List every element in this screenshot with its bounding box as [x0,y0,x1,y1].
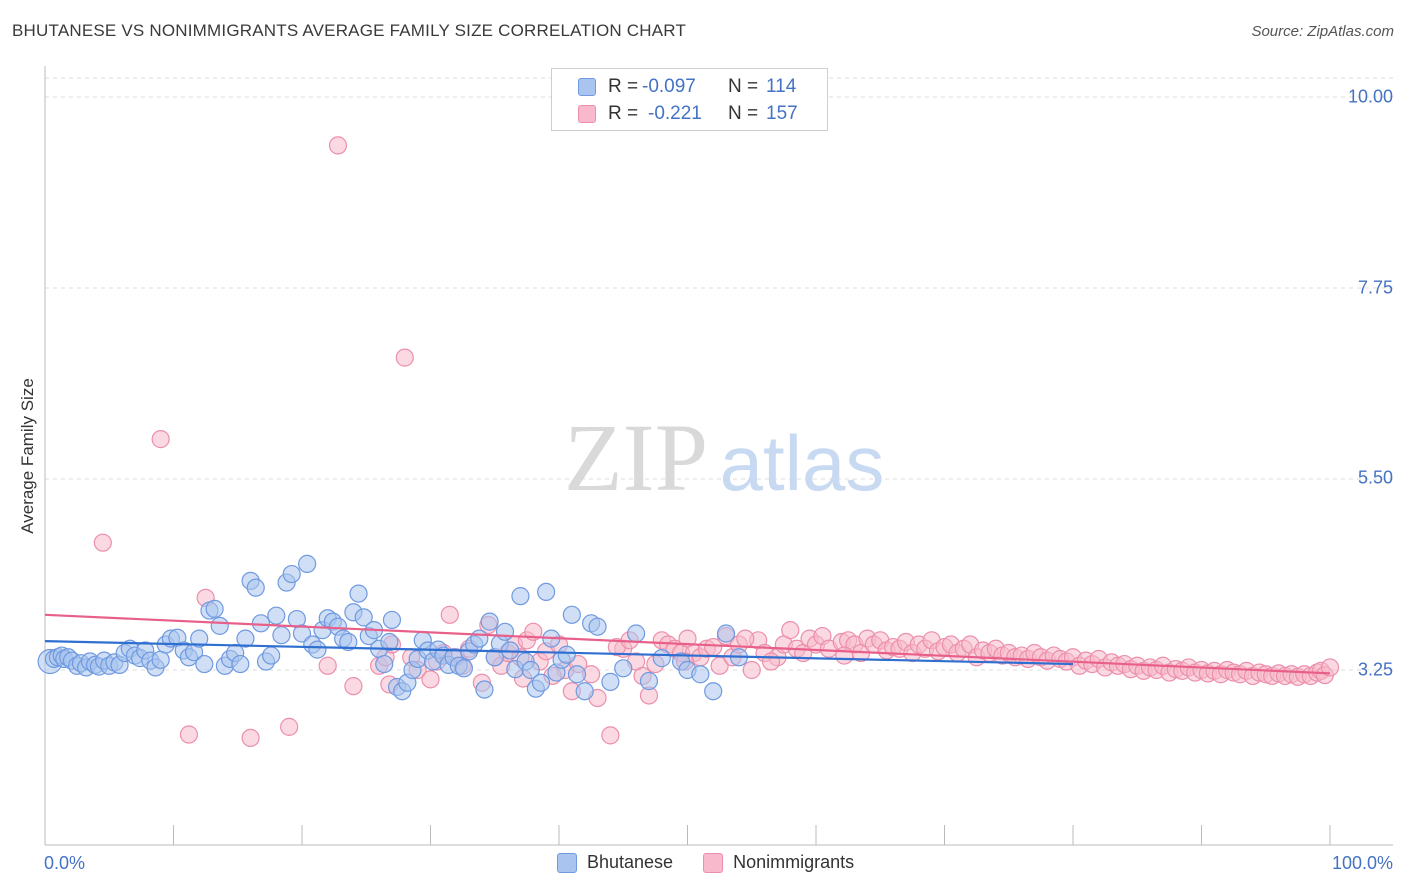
nonimmigrants-points [93,136,1340,748]
watermark: ZIP atlas [564,404,884,511]
y-tick-label: 7.75 [1357,277,1393,298]
nonimmigrants-point [318,656,337,675]
n-label: N = [728,103,759,124]
watermark-zip: ZIP [564,404,708,511]
legend-label: Bhutanese [587,852,674,872]
bhutanese-point [475,680,494,699]
bhutanese-point [151,650,170,669]
nonimmigrants-point [736,629,755,648]
nonimmigrants-point [835,646,854,665]
bhutanese-point [495,622,515,641]
bhutanese-point [562,605,581,624]
trend-lines [44,613,1331,675]
watermark-atlas: atlas [720,419,885,507]
nonimmigrants-point [781,621,800,640]
bhutanese-point [601,672,620,691]
bhutanese-point [339,632,358,652]
bhutanese-point [639,671,659,691]
legend-label: Nonimmigrants [733,852,855,872]
n-value: 157 [766,103,798,124]
n-value: 114 [766,76,797,97]
bhutanese-point [262,646,281,665]
bhutanese-point [716,624,736,643]
y-tick-label: 3.25 [1357,659,1393,680]
bhutanese-point [195,654,214,674]
nonimmigrants-point [1320,658,1340,677]
nonimmigrants-swatch [703,852,724,873]
series-legend: Bhutanese Nonimmigrants [557,852,884,873]
bhutanese-points [37,554,749,701]
n-label: N = [728,76,759,97]
r-label: R = [608,103,639,124]
bhutanese-point [557,645,576,664]
bhutanese-trend-line [44,640,1074,666]
nonimmigrants-point [421,670,440,689]
x-tick-label-max: 100.0% [1331,853,1393,873]
nonimmigrants-swatch [578,105,596,123]
x-tick-label-min: 0.0% [44,853,86,873]
legend-item-nonimmigrants[interactable]: Nonimmigrants [703,852,854,873]
bhutanese-point [205,599,224,618]
y-tick-label: 10.00 [1347,86,1393,107]
bhutanese-point [531,673,551,692]
nonimmigrants-trend-line [44,613,1331,675]
bhutanese-point [354,608,373,627]
nonimmigrants-point [151,430,170,449]
bhutanese-point [652,649,671,668]
bhutanese-point [272,626,291,645]
bhutanese-point [626,624,646,643]
chart-title: BHUTANESE VS NONIMMIGRANTS AVERAGE FAMIL… [12,21,687,40]
y-tick-label: 5.50 [1357,467,1393,488]
bhutanese-point [246,578,265,597]
bhutanese-point [236,629,255,648]
nonimmigrants-point [328,136,348,155]
bhutanese-point [282,564,301,584]
bhutanese-point [308,640,327,659]
bhutanese-point [691,665,710,684]
bhutanese-point [298,554,317,573]
r-label: R = [608,76,639,97]
bhutanese-point [382,610,402,630]
bhutanese-point [210,616,229,635]
bhutanese-point [521,660,540,680]
bhutanese-point [454,659,474,678]
bhutanese-point [380,632,399,652]
nonimmigrants-point [179,725,199,744]
legend-row-nonimmigrants: R = -0.221 N = 157 [578,102,798,126]
bhutanese-point [537,582,556,602]
bhutanese-point [614,659,633,678]
legend-item-bhutanese[interactable]: Bhutanese [557,852,673,873]
source-label: Source: ZipAtlas.com [1251,23,1394,40]
bhutanese-point [231,654,250,674]
r-value: -0.221 [648,103,702,124]
nonimmigrants-point [395,348,414,367]
nonimmigrants-point [93,533,112,552]
bhutanese-point [588,617,607,636]
bhutanese-point [267,606,286,625]
legend-row-bhutanese: R = -0.097 N = 114 [578,75,796,99]
bhutanese-swatch [557,852,577,873]
axes [44,66,1393,846]
nonimmigrants-point [280,717,299,736]
bhutanese-point [704,682,723,701]
nonimmigrants-point [742,660,761,680]
bhutanese-point [575,682,594,701]
bhutanese-point [190,629,209,648]
bhutanese-point [511,587,530,606]
nonimmigrants-point [601,726,620,745]
nonimmigrants-point [761,652,781,671]
nonimmigrants-point [440,605,459,624]
bhutanese-point [470,629,489,648]
nonimmigrants-point [344,677,363,696]
bhutanese-swatch [578,78,596,96]
nonimmigrants-point [241,728,260,748]
bhutanese-point [375,654,394,674]
r-value: -0.097 [642,76,696,97]
bhutanese-point [480,612,499,631]
bhutanese-point [567,665,587,684]
bhutanese-point [349,584,368,603]
stats-legend: R = -0.097 N = 114 R = -0.221 N = 157 [551,68,828,131]
